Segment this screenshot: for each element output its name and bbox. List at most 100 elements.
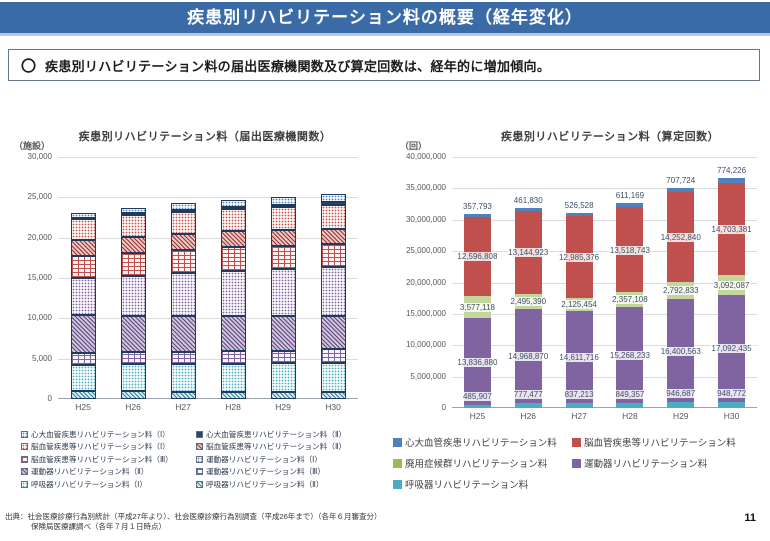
legend-swatch bbox=[572, 458, 581, 468]
page-number: 11 bbox=[744, 512, 756, 524]
bar-segment bbox=[270, 315, 296, 351]
legend-swatch bbox=[196, 468, 203, 476]
value-label: 849,357 bbox=[614, 389, 646, 399]
bar-H27 bbox=[170, 157, 196, 399]
bar-segment bbox=[120, 391, 146, 399]
bar-segment bbox=[220, 391, 246, 399]
legend-label: 運動器リハビリテーション料 bbox=[584, 459, 708, 470]
legend-label: 運動器リハビリテーション料（Ⅰ） bbox=[206, 454, 322, 464]
legend-item: 呼吸器リハビリテーション料（Ⅰ） bbox=[21, 479, 147, 490]
value-label: 461,830 bbox=[512, 196, 544, 206]
value-label: 12,596,808 bbox=[456, 252, 499, 262]
bar-segment bbox=[514, 403, 542, 408]
bar-segment bbox=[70, 219, 96, 241]
legend-swatch bbox=[393, 458, 402, 468]
bar-segment bbox=[170, 351, 196, 364]
bar-segment bbox=[320, 392, 346, 399]
bar-segment bbox=[270, 197, 296, 205]
bar-segment bbox=[70, 390, 96, 399]
bar-segment bbox=[170, 363, 196, 392]
x-axis-line bbox=[58, 398, 358, 399]
value-label: 13,144,923 bbox=[507, 248, 550, 258]
legend-label: 心大血管疾患リハビリテーション料（Ⅱ） bbox=[206, 430, 347, 439]
y-tick-label: 0 bbox=[47, 394, 52, 403]
value-label: 774,226 bbox=[716, 166, 748, 176]
legend-item: 脳血管疾患等リハビリテーション料（Ⅲ） bbox=[21, 454, 173, 465]
value-label: 357,793 bbox=[461, 202, 493, 212]
gridline bbox=[452, 251, 757, 253]
x-category-label: H26 bbox=[520, 411, 537, 421]
bar-H28 bbox=[220, 157, 246, 399]
legend-item: 呼吸器リハビリテーション料（Ⅱ） bbox=[196, 479, 324, 490]
bar-segment bbox=[120, 364, 146, 392]
bar-segment bbox=[70, 213, 96, 218]
bar-segment bbox=[320, 266, 346, 316]
plot-area-counts: 0 5,000,000 10,000,000 15,000,000 20,000,000… bbox=[406, 152, 757, 421]
value-label: 13,836,880 bbox=[456, 357, 499, 367]
bar-segment bbox=[616, 402, 644, 408]
legend-label: 脳血管疾患等リハビリテーション料 bbox=[584, 438, 736, 449]
legend-swatch bbox=[196, 431, 203, 438]
y-tick-label: 30,000,000 bbox=[405, 214, 446, 224]
bar-H29 bbox=[667, 157, 695, 408]
bar-segment bbox=[170, 211, 196, 234]
bar-H27 bbox=[565, 157, 593, 408]
value-label: 14,968,870 bbox=[507, 352, 550, 362]
bar-segment bbox=[170, 391, 196, 399]
value-label: 14,252,840 bbox=[659, 232, 702, 242]
y-tick-label: 25,000 bbox=[27, 192, 52, 202]
value-label: 3,577,118 bbox=[458, 302, 496, 312]
bar-segment bbox=[320, 228, 346, 245]
legend-label: 心大血管疾患リハビリテーション料 bbox=[405, 438, 557, 449]
chart-title-counts: 疾患別リハビリテーション料（算定回数） bbox=[500, 131, 720, 143]
bar-segment bbox=[320, 349, 346, 363]
bar-segment bbox=[220, 351, 246, 364]
gridline bbox=[452, 313, 757, 315]
bar-segment bbox=[667, 402, 695, 408]
bar-segment bbox=[514, 208, 542, 212]
bar-segment bbox=[463, 404, 491, 408]
summary-statement-text: 疾患別リハビリテーション料の届出医療機関数及び算定回数は、経年的に増加傾向。 bbox=[45, 58, 551, 74]
bar-segment bbox=[70, 315, 96, 354]
bar-segment bbox=[220, 270, 246, 317]
gridline bbox=[452, 282, 757, 284]
bar-segment bbox=[220, 247, 246, 271]
bar-segment bbox=[718, 178, 746, 184]
gridline bbox=[452, 157, 757, 158]
y-tick-label: 20,000,000 bbox=[405, 277, 446, 287]
y-tick-label: 30,000 bbox=[27, 152, 52, 161]
bar-segment bbox=[270, 207, 296, 231]
value-label: 16,400,563 bbox=[659, 346, 702, 356]
value-label: 2,792,833 bbox=[661, 286, 700, 296]
bar-segment bbox=[270, 204, 296, 208]
title-bar-accent-strip bbox=[0, 33, 770, 36]
bar-segment bbox=[220, 199, 246, 207]
value-label: 946,687 bbox=[665, 389, 697, 399]
bar-segment bbox=[70, 217, 96, 220]
bar-segment bbox=[170, 249, 196, 274]
bar-segment bbox=[120, 215, 146, 237]
bar-segment bbox=[270, 350, 296, 364]
bar-segment bbox=[170, 203, 196, 210]
legend-label: 運動器リハビリテーション料（Ⅱ） bbox=[31, 467, 149, 477]
legend-item: 心大血管疾患リハビリテーション料（Ⅰ） bbox=[21, 429, 170, 440]
legend-facilities: 心大血管疾患リハビリテーション料（Ⅰ） 心大血管疾患リハビリテーション料（Ⅱ） 脳血… bbox=[21, 429, 381, 493]
page-title: 疾患別リハビリテーション料の概要（経年変化） bbox=[187, 8, 583, 27]
bar-segment bbox=[70, 278, 96, 316]
gridline bbox=[58, 318, 358, 320]
bar-segment bbox=[120, 253, 146, 276]
legend-swatch bbox=[393, 437, 402, 447]
bar-segment bbox=[170, 273, 196, 316]
gridline bbox=[58, 157, 358, 158]
bar-segment bbox=[220, 363, 246, 392]
legend-item: 脳血管疾患等リハビリテーション料（Ⅰ） bbox=[21, 441, 170, 452]
bar-segment bbox=[220, 316, 246, 352]
bar-segment bbox=[320, 204, 346, 229]
y-tick-label: 35,000,000 bbox=[405, 183, 446, 193]
gridline bbox=[58, 237, 358, 239]
legend-label: 呼吸器リハビリテーション料（Ⅱ） bbox=[206, 479, 324, 489]
value-label: 837,213 bbox=[563, 389, 595, 399]
y-axis-unit-counts: （回） bbox=[400, 141, 428, 151]
legend-label: 呼吸器リハビリテーション料（Ⅰ） bbox=[31, 479, 147, 489]
bar-H25 bbox=[70, 157, 96, 399]
